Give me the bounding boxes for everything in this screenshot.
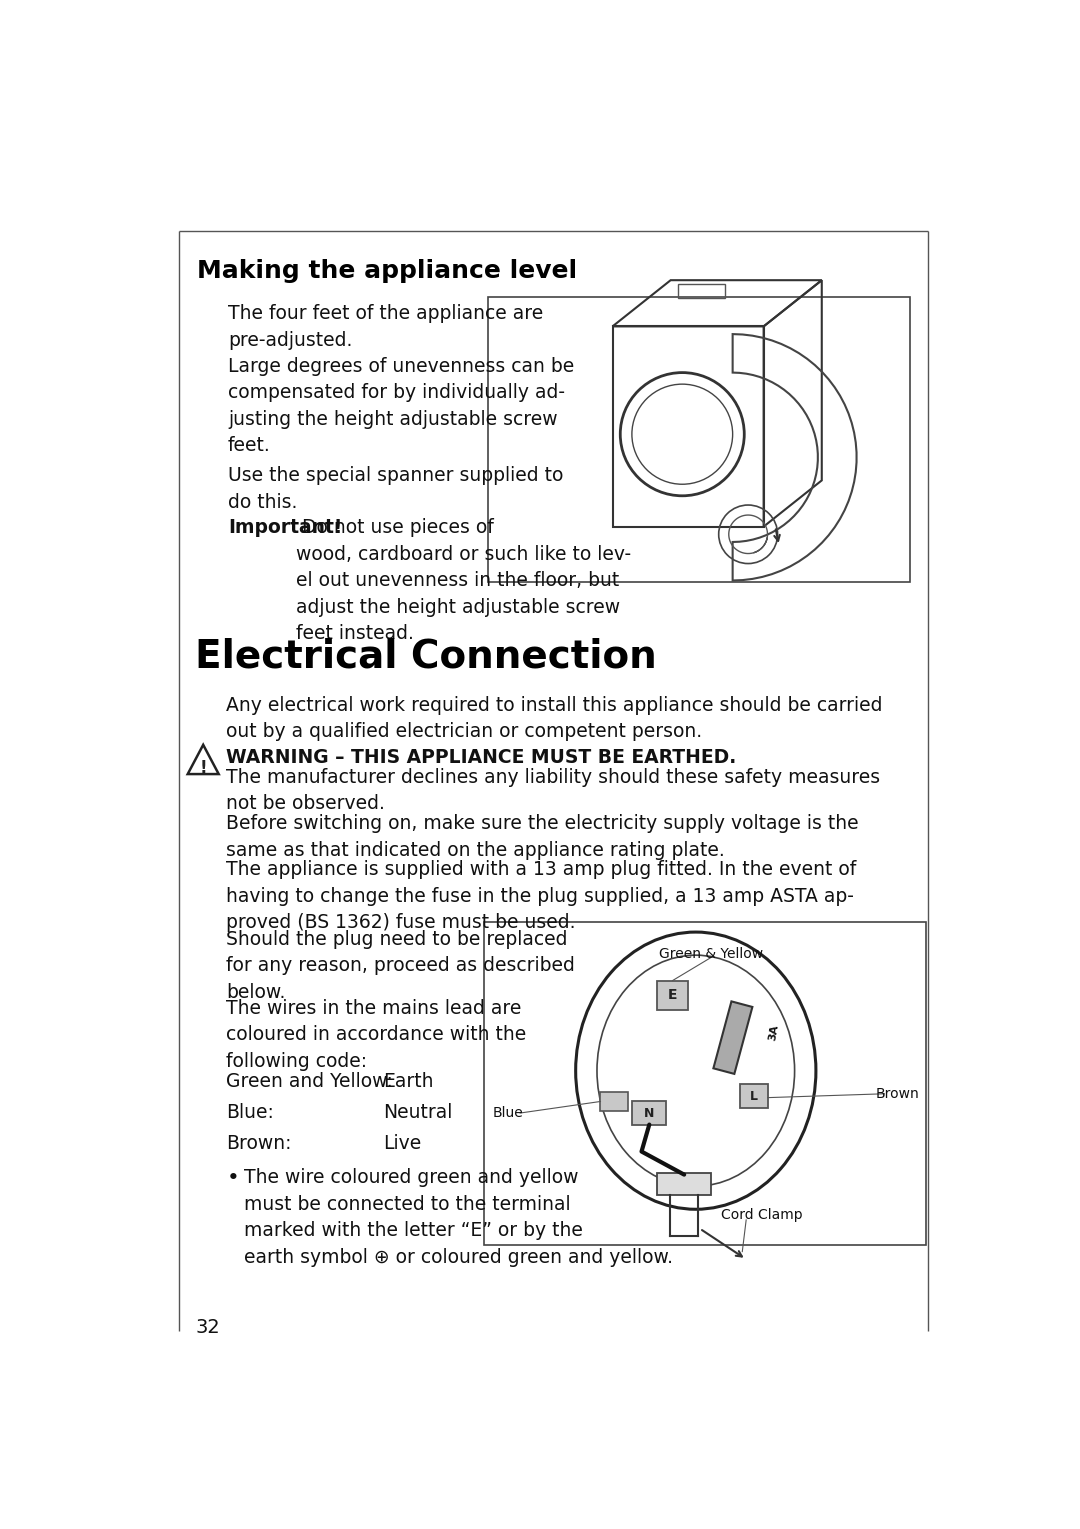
Text: Do not use pieces of
wood, cardboard or such like to lev-
el out unevenness in t: Do not use pieces of wood, cardboard or … [296,518,632,644]
Text: The wire coloured green and yellow
must be connected to the terminal
marked with: The wire coloured green and yellow must … [243,1168,673,1268]
Text: Before switching on, make sure the electricity supply voltage is the
same as tha: Before switching on, make sure the elect… [227,813,859,859]
Text: •: • [227,1168,239,1188]
Text: Blue:: Blue: [227,1102,274,1122]
Text: Brown:: Brown: [227,1133,292,1153]
Text: N: N [644,1107,654,1119]
Bar [600,1092,629,1110]
Text: Earth: Earth [383,1072,433,1092]
Text: E: E [667,988,677,1001]
Bar [657,1173,712,1194]
Text: Blue: Blue [494,1105,524,1121]
Text: The manufacturer declines any liability should these safety measures
not be obse: The manufacturer declines any liability … [227,768,880,813]
Bar [657,980,688,1009]
Bar [484,922,926,1245]
Text: Green and Yellow:: Green and Yellow: [227,1072,393,1092]
Text: Important!: Important! [228,518,342,537]
Text: Neutral: Neutral [383,1102,453,1122]
Text: Making the appliance level: Making the appliance level [197,258,577,283]
Text: L: L [750,1090,758,1102]
Bar [632,1101,666,1124]
Bar [740,1084,768,1109]
Bar [714,1001,753,1073]
Text: Electrical Connection: Electrical Connection [195,638,658,676]
Bar [488,298,910,583]
Text: Large degrees of unevenness can be
compensated for by individually ad-
justing t: Large degrees of unevenness can be compe… [228,356,575,456]
Text: 3A: 3A [767,1023,780,1041]
Text: Green & Yellow: Green & Yellow [659,946,764,960]
Text: Cord Clamp: Cord Clamp [720,1208,802,1222]
Text: Live: Live [383,1133,421,1153]
Text: Should the plug need to be replaced
for any reason, proceed as described
below.: Should the plug need to be replaced for … [227,930,576,1001]
Text: Use the special spanner supplied to
do this.: Use the special spanner supplied to do t… [228,466,564,512]
Text: !: ! [200,758,207,777]
Text: The four feet of the appliance are
pre-adjusted.: The four feet of the appliance are pre-a… [228,304,543,350]
Text: The appliance is supplied with a 13 amp plug fitted. In the event of
having to c: The appliance is supplied with a 13 amp … [227,861,856,933]
Text: WARNING – THIS APPLIANCE MUST BE EARTHED.: WARNING – THIS APPLIANCE MUST BE EARTHED… [227,748,737,768]
Text: Any electrical work required to install this appliance should be carried
out by : Any electrical work required to install … [227,696,883,742]
Bar [678,284,725,298]
Text: 32: 32 [195,1318,220,1336]
Text: The wires in the mains lead are
coloured in accordance with the
following code:: The wires in the mains lead are coloured… [227,998,527,1070]
Text: Brown: Brown [876,1087,919,1101]
